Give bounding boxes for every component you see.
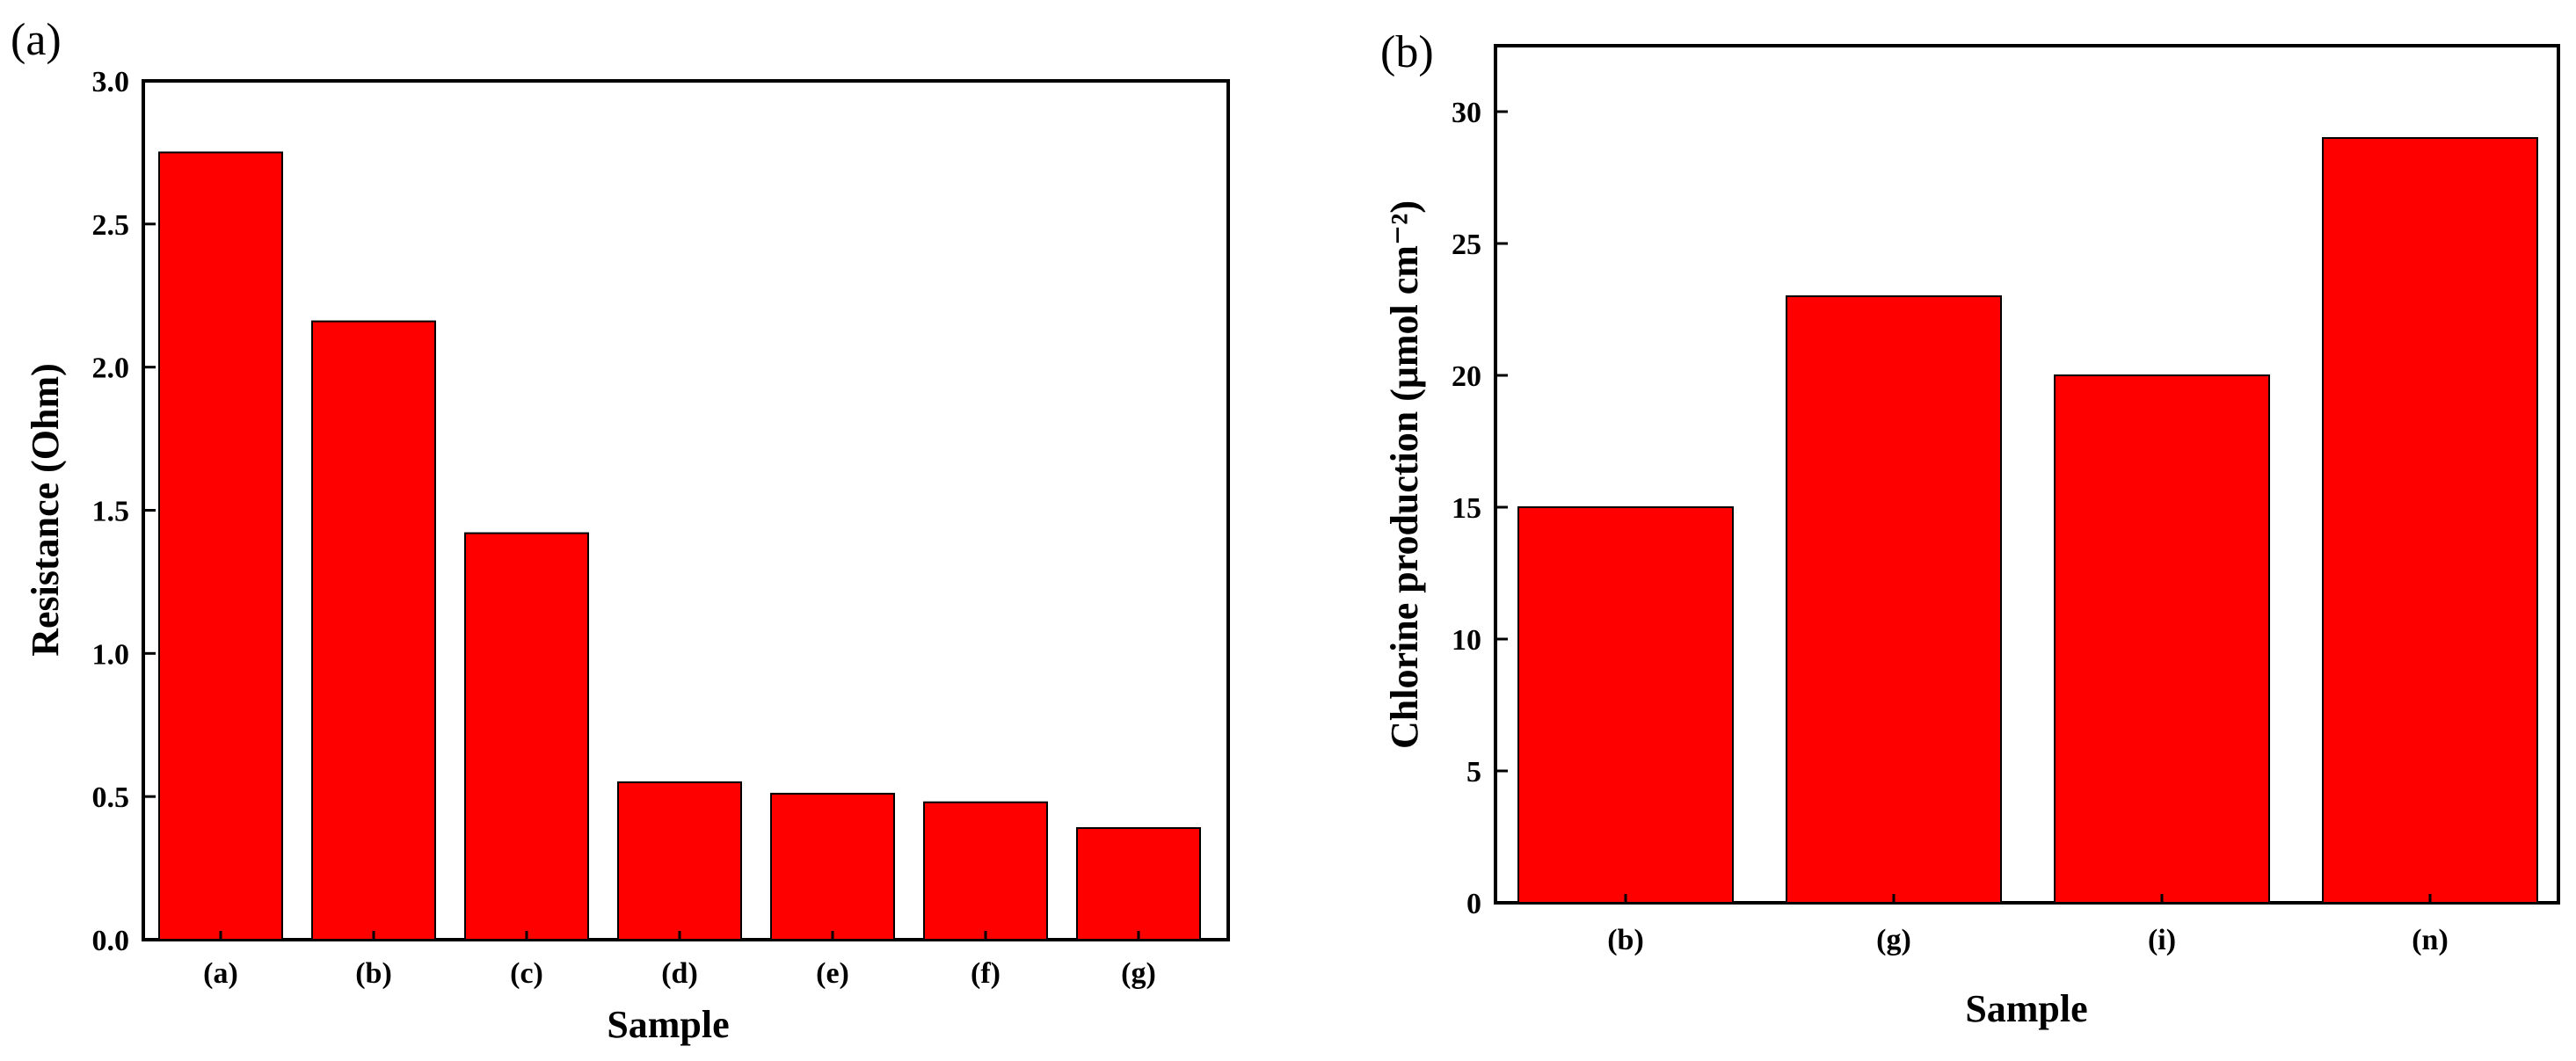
y-tick-label-b-3: 10	[1452, 624, 1481, 657]
y-tick-label-b-5: 20	[1452, 360, 1481, 393]
x-axis-title-b: Sample	[1965, 987, 2087, 1030]
x-tick-label-b-3: (i)	[2148, 924, 2176, 956]
bars-a	[158, 151, 1201, 941]
bar-b-1	[1517, 506, 1734, 904]
x-tick-label-b-2: (g)	[1876, 924, 1911, 956]
y-tick-label-b-4: 15	[1452, 492, 1481, 525]
y-tick-label-b-2: 5	[1466, 756, 1481, 788]
bar-a-5	[770, 792, 895, 941]
bars-b	[1517, 137, 2538, 904]
bar-a-7	[1076, 826, 1201, 941]
panel-label-b: (b)	[1380, 27, 1434, 77]
bar-b-4	[2322, 137, 2538, 904]
x-categories-b: (b) (g) (i) (n)	[1607, 894, 2449, 956]
y-tick-label-b-6: 25	[1452, 229, 1481, 261]
bar-a-6	[923, 801, 1048, 941]
y-ticks-a: 0.0 0.5 1.0 1.5 2.0 2.5 3.0	[92, 66, 156, 957]
y-ticks-b: 0 5 10 15 20 25 30	[1452, 97, 1508, 920]
y-axis-title-b: Chlorine production (μmol cm⁻²)	[1383, 200, 1426, 749]
x-tick-label-a-6: (f)	[971, 957, 1001, 990]
x-tick-label-b-4: (n)	[2412, 924, 2449, 956]
bar-a-3	[464, 532, 589, 941]
bar-b-3	[2054, 374, 2270, 904]
x-tick-label-a-5: (e)	[816, 957, 849, 990]
bar-a-2	[311, 320, 436, 941]
bar-a-4	[617, 781, 742, 941]
bar-a-1	[158, 151, 283, 941]
y-tick-label-a-4: 1.5	[92, 496, 130, 528]
y-axis-title-a: Resistance (Ohm)	[24, 363, 67, 657]
bar-b-2	[1786, 295, 2002, 904]
chart-a: (a) 0.0 0.5 1.0 1.5 2.0 2.5 3.0 (a) (b) (c) (d) (e…	[11, 15, 1230, 1046]
chart-b: (b) 0 5 10 15 20 25 30 (b) (g) (i) (n) Sample Chl…	[1380, 27, 2560, 1030]
y-tick-label-a-6: 2.5	[92, 209, 130, 242]
x-tick-label-a-2: (b)	[355, 957, 392, 990]
plot-frame-b	[1494, 44, 2560, 905]
y-tick-label-b-1: 0	[1466, 888, 1481, 920]
x-axis-title-a: Sample	[607, 1003, 729, 1046]
y-tick-label-a-1: 0.0	[92, 925, 130, 957]
y-tick-label-a-7: 3.0	[92, 66, 130, 98]
panel-label-a: (a)	[11, 15, 62, 65]
x-tick-label-a-4: (d)	[661, 957, 698, 990]
y-tick-label-a-3: 1.0	[92, 638, 130, 671]
y-tick-label-a-2: 0.5	[92, 781, 130, 814]
x-tick-label-b-1: (b)	[1607, 924, 1644, 956]
x-categories-a: (a) (b) (c) (d) (e) (f) (g)	[203, 931, 1156, 990]
y-tick-label-a-5: 2.0	[92, 352, 130, 385]
x-tick-label-a-3: (c)	[510, 957, 543, 990]
x-tick-label-a-1: (a)	[203, 957, 238, 990]
y-tick-label-b-7: 30	[1452, 97, 1481, 129]
x-tick-label-a-7: (g)	[1121, 957, 1156, 990]
